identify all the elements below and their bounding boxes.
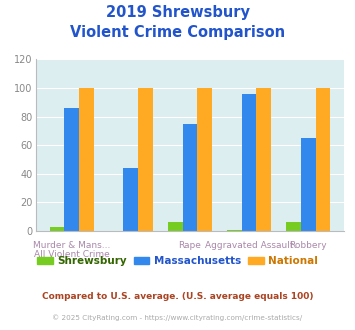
Bar xyxy=(50,227,64,231)
Bar xyxy=(242,94,256,231)
Text: Robbery: Robbery xyxy=(289,241,327,250)
Text: Violent Crime Comparison: Violent Crime Comparison xyxy=(70,25,285,40)
Bar xyxy=(301,138,316,231)
Bar xyxy=(286,222,301,231)
Bar xyxy=(138,88,153,231)
Text: Aggravated Assault: Aggravated Assault xyxy=(205,241,293,250)
Bar xyxy=(316,88,330,231)
Bar xyxy=(64,108,79,231)
Text: All Violent Crime: All Violent Crime xyxy=(34,249,110,259)
Text: © 2025 CityRating.com - https://www.cityrating.com/crime-statistics/: © 2025 CityRating.com - https://www.city… xyxy=(53,314,302,321)
Bar xyxy=(182,124,197,231)
Bar xyxy=(256,88,271,231)
Bar xyxy=(227,230,242,231)
Bar xyxy=(79,88,94,231)
Legend: Shrewsbury, Massachusetts, National: Shrewsbury, Massachusetts, National xyxy=(33,252,322,270)
Text: Rape: Rape xyxy=(179,241,201,250)
Bar xyxy=(197,88,212,231)
Bar xyxy=(168,222,182,231)
Text: Murder & Mans...: Murder & Mans... xyxy=(33,241,110,250)
Text: 2019 Shrewsbury: 2019 Shrewsbury xyxy=(105,5,250,20)
Text: Compared to U.S. average. (U.S. average equals 100): Compared to U.S. average. (U.S. average … xyxy=(42,292,313,301)
Bar xyxy=(124,168,138,231)
